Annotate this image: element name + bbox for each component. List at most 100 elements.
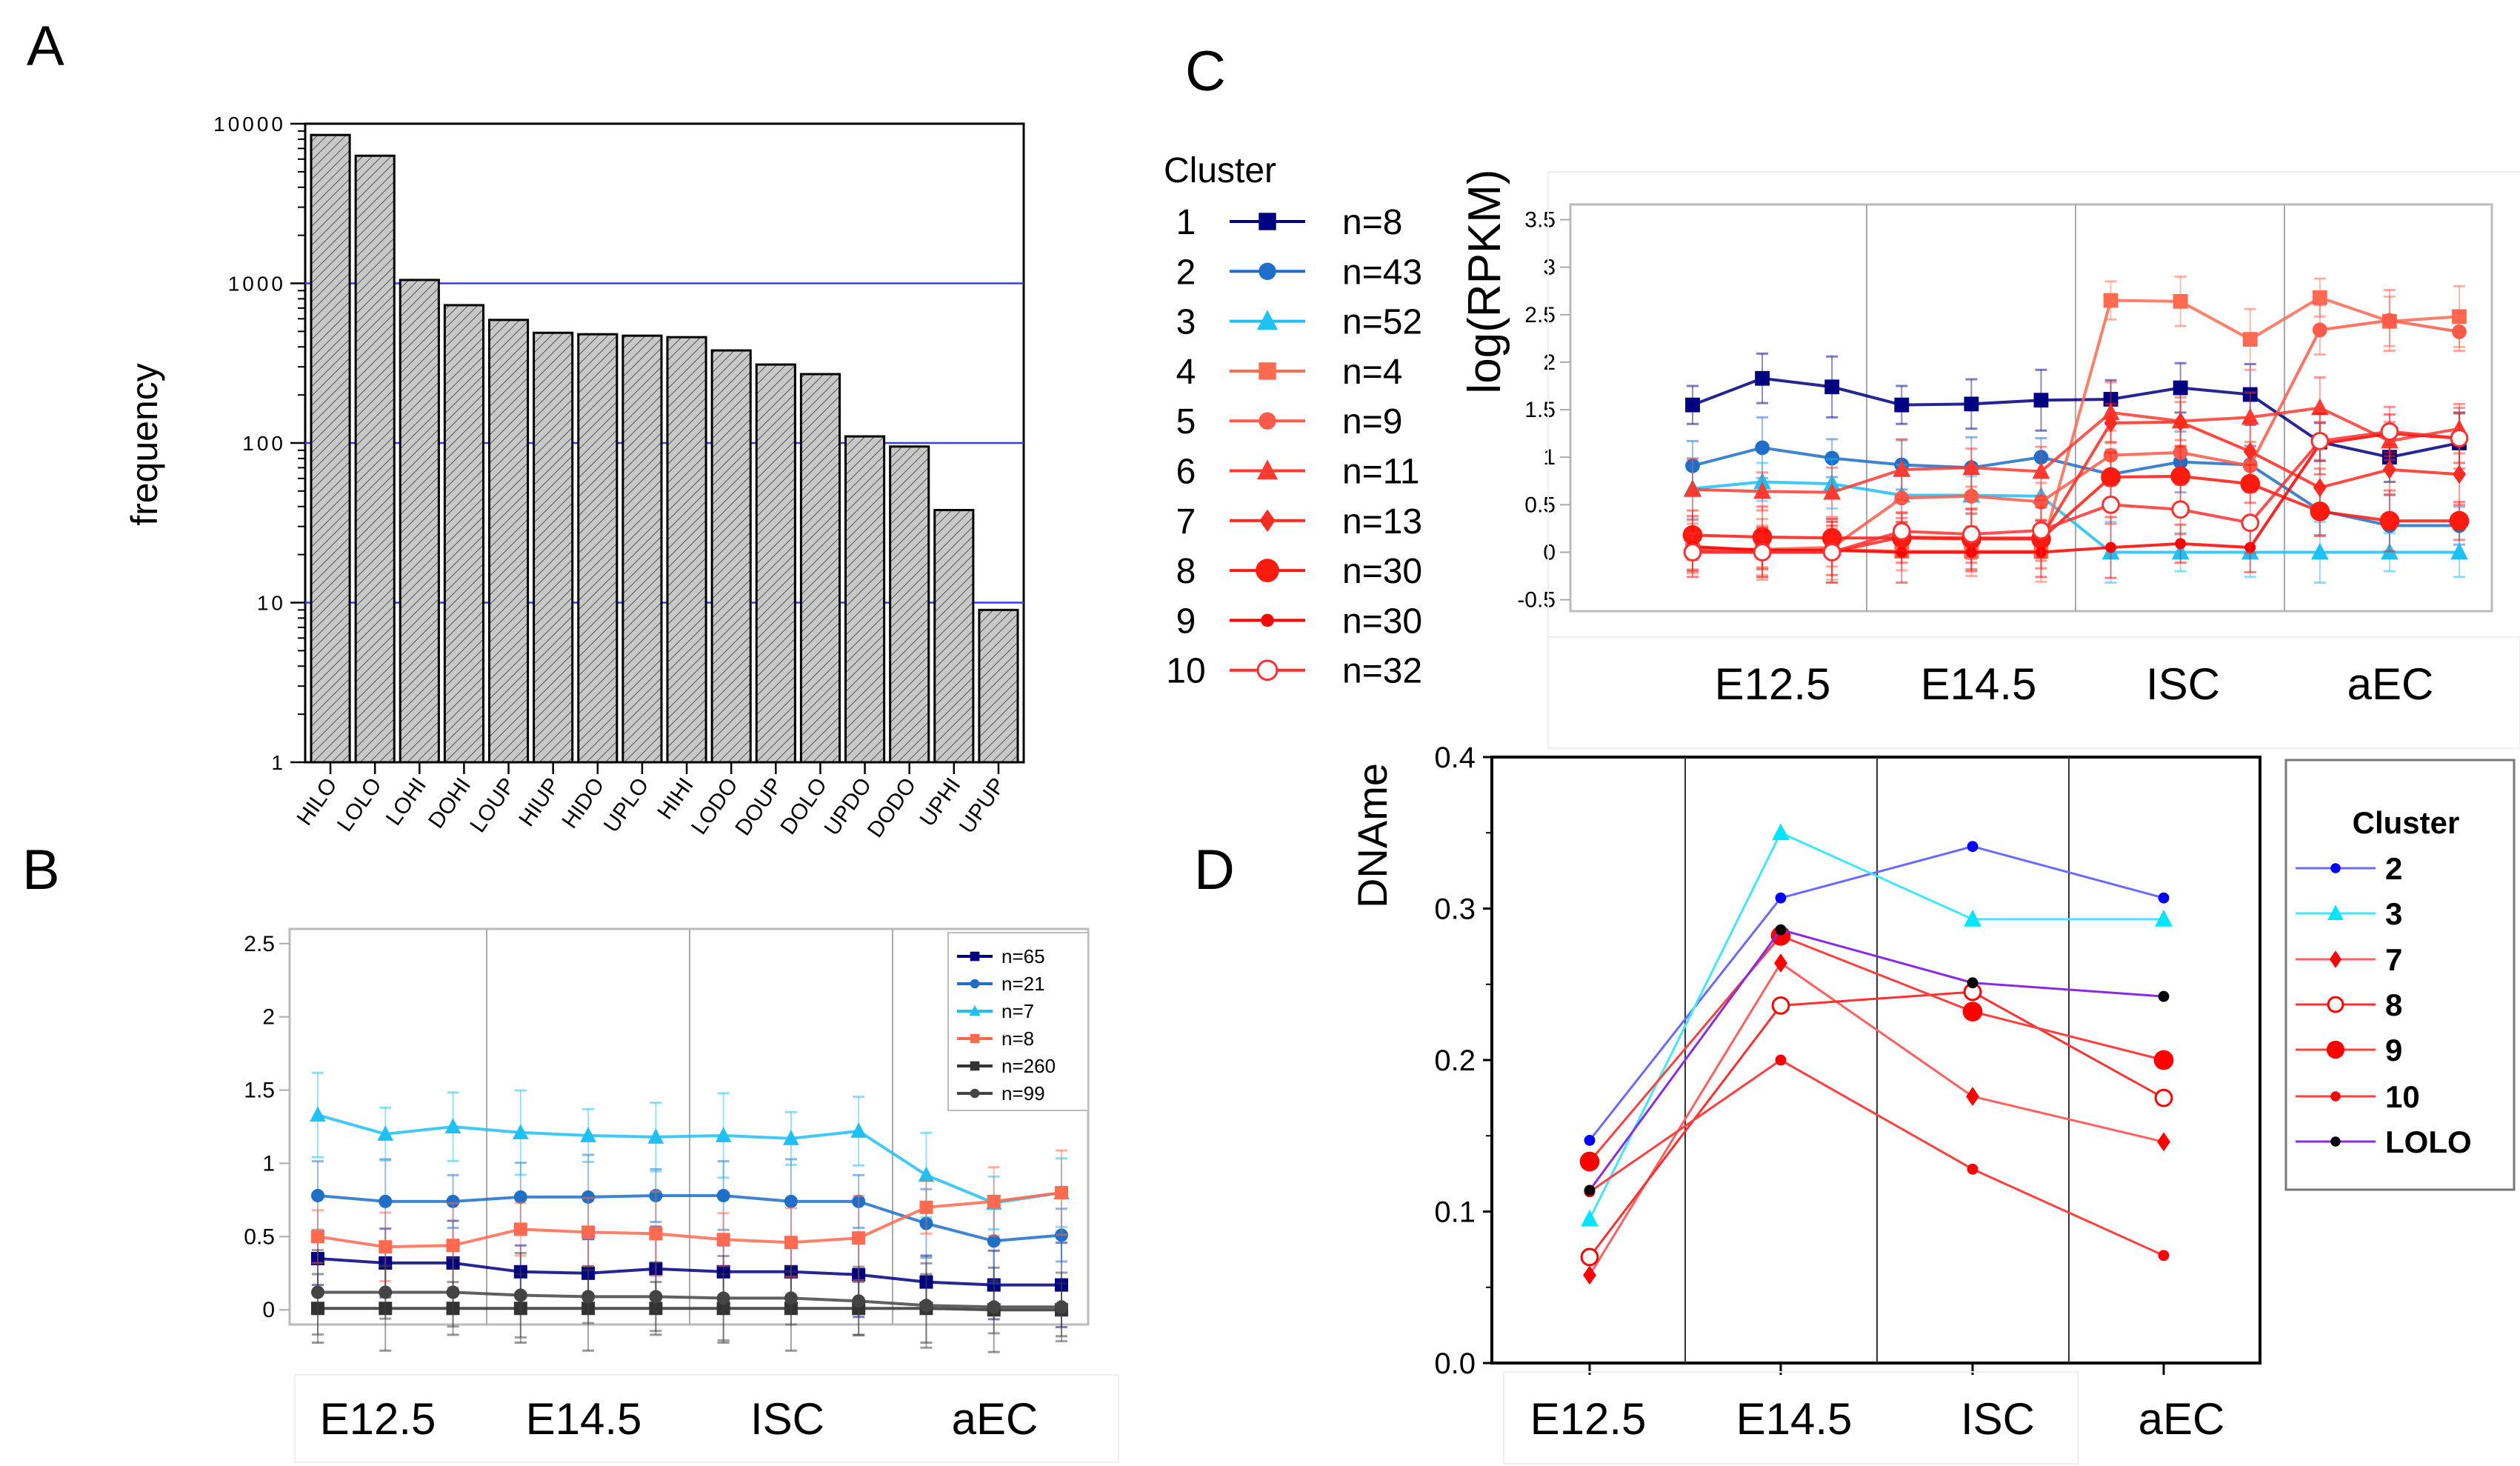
ytick-label: 2	[1543, 350, 1556, 375]
data-point	[649, 1302, 663, 1316]
b-legend-marker	[970, 979, 980, 989]
c-ylabel: log(RPKM)	[1459, 169, 1510, 393]
panel-label-a: A	[27, 15, 64, 78]
data-point	[2101, 467, 2121, 487]
x-category-frame	[1547, 636, 2520, 749]
data-point	[1962, 458, 1981, 476]
b-legend-marker	[970, 951, 980, 962]
data-point	[1682, 525, 1703, 545]
b-legend-label: n=21	[1001, 973, 1045, 995]
x-category-label: aEC	[2347, 659, 2434, 709]
data-point	[852, 1231, 866, 1245]
data-point	[2154, 1088, 2173, 1107]
data-point	[311, 1230, 324, 1244]
data-point	[310, 1106, 326, 1122]
data-point	[784, 1302, 798, 1316]
a-bar	[399, 279, 440, 764]
ytick-label: 1	[1543, 445, 1556, 470]
b-legend-marker	[970, 1033, 980, 1044]
series-3	[1581, 823, 2173, 1227]
data-point	[2032, 521, 2050, 540]
a-xtick-label: LOUP	[465, 773, 520, 837]
c-legend-cluster-number: 3	[1176, 303, 1196, 342]
data-point	[2310, 542, 2329, 560]
c-legend-marker	[1261, 613, 1274, 627]
a-bar	[755, 363, 796, 764]
d-legend-marker	[2329, 950, 2342, 968]
c-legend-cluster-number: 8	[1176, 552, 1196, 591]
data-point	[1962, 1002, 1983, 1022]
data-point	[311, 1302, 324, 1316]
series-line	[1588, 934, 2164, 1162]
data-point	[1894, 397, 1910, 413]
c-legend-marker	[1256, 459, 1279, 480]
ytick-label: 1.5	[244, 1079, 275, 1103]
data-point	[2104, 413, 2118, 433]
panel-c-line-chart: log(RPKM) Cluster -0.5 0 0.5 1 1.5 2 2.5 3 3.5 E1…	[1164, 151, 2520, 749]
a-bar	[889, 445, 930, 764]
data-point	[647, 1128, 664, 1144]
data-point	[1584, 1185, 1596, 1196]
a-ytick-label: 10000	[213, 113, 286, 136]
d-legend-box	[2284, 759, 2516, 1191]
c-legend-marker	[1259, 213, 1276, 230]
panel-a-bar-chart: frequency 100001000100101HILOLOLOLOHIDOH…	[124, 113, 1025, 842]
data-point	[2033, 450, 2049, 465]
data-point	[444, 1118, 461, 1133]
c-legend-n: n=43	[1342, 253, 1422, 292]
a-bar	[666, 336, 707, 764]
data-point	[987, 1234, 1001, 1248]
c-legend-cluster-number: 4	[1176, 353, 1196, 392]
c-legend-n: n=8	[1342, 203, 1402, 242]
c-legend-cluster-number: 9	[1176, 602, 1196, 641]
data-point	[1967, 1163, 1979, 1175]
panel-label-c: C	[1185, 40, 1226, 103]
series-line	[1588, 990, 2164, 1258]
data-point	[1964, 488, 1979, 504]
data-point	[379, 1285, 393, 1299]
series-8	[1580, 982, 2173, 1267]
a-bar	[799, 373, 841, 764]
data-point	[1685, 397, 1700, 413]
panel-b-line-chart: 0 0.5 1 1.5 2 2.5 E12.5 E14.5 ISC aEC n=65 n=21 n=7 n…	[244, 927, 1119, 1463]
series-line	[1692, 432, 2460, 554]
data-point	[2452, 324, 2467, 339]
c-legend-marker	[1256, 559, 1279, 582]
data-point	[2157, 1132, 2170, 1152]
b-legend-label: n=260	[1001, 1055, 1056, 1077]
data-point	[377, 1125, 394, 1141]
c-legend-marker	[1259, 262, 1276, 280]
data-point	[919, 1275, 933, 1289]
d-legend-marker	[2327, 904, 2344, 920]
a-bar	[354, 154, 396, 764]
data-point	[2158, 1250, 2170, 1262]
series-8	[1682, 444, 2470, 571]
data-point	[1753, 472, 1771, 490]
a-bar	[710, 349, 752, 764]
series-LOLO	[1584, 924, 2170, 1196]
ytick-label: 1	[262, 1151, 275, 1176]
ytick-label: -0.5	[1517, 588, 1556, 613]
data-point	[311, 1285, 324, 1299]
x-category-label: aEC	[952, 1394, 1039, 1444]
data-point	[2310, 501, 2330, 522]
data-point	[918, 1166, 935, 1182]
ytick-label: 0	[1543, 540, 1556, 564]
data-point	[783, 1130, 799, 1145]
b-legend-marker	[970, 1088, 980, 1099]
data-point	[987, 1194, 1001, 1208]
series-line	[318, 1290, 1061, 1309]
data-point	[2173, 444, 2188, 460]
a-bar	[443, 304, 484, 764]
data-point	[716, 1302, 730, 1316]
data-point	[2170, 466, 2191, 487]
series-line	[317, 1113, 1062, 1205]
x-category-label: E12.5	[1715, 659, 1831, 709]
c-legend-cluster-number: 1	[1176, 203, 1196, 242]
d-legend-label: LOLO	[2385, 1125, 2472, 1159]
a-bar	[621, 334, 663, 764]
a-bar	[978, 608, 1019, 764]
b-legend-label: n=65	[1001, 945, 1045, 967]
ytick-label: 0.5	[1524, 493, 1556, 517]
a-xtick-label: HIUP	[514, 773, 564, 831]
